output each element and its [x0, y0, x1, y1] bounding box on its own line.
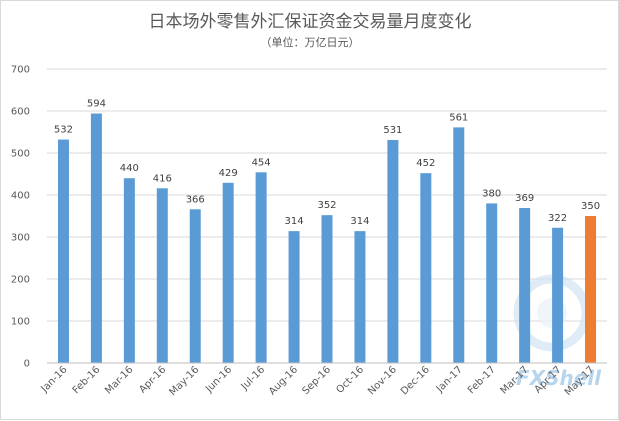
bar	[486, 203, 498, 363]
bar	[387, 139, 399, 363]
bar	[123, 178, 135, 363]
x-tick-label: Dec-16	[399, 364, 432, 397]
bars	[57, 113, 597, 364]
x-tick-label: Sep-16	[300, 364, 333, 397]
bar	[222, 182, 234, 363]
x-tick-label: Oct-16	[335, 364, 367, 396]
chart-subtitle: （单位：万亿日元）	[261, 35, 360, 49]
data-label: 416	[153, 173, 172, 184]
y-tick-label: 0	[24, 359, 30, 370]
data-label: 454	[252, 157, 271, 168]
bar	[585, 216, 597, 363]
x-tick-label: Aug-16	[267, 364, 300, 397]
y-tick-label: 500	[11, 149, 30, 160]
bar	[519, 208, 531, 363]
data-label: 561	[449, 112, 468, 123]
data-label: 350	[581, 201, 600, 212]
data-label: 380	[482, 188, 501, 199]
data-label: 369	[515, 193, 534, 204]
bar	[255, 172, 267, 363]
bar	[420, 173, 432, 363]
y-tick-label: 400	[11, 191, 30, 202]
bar	[453, 127, 465, 363]
x-tick-label: Feb-16	[71, 364, 103, 396]
data-label: 532	[54, 125, 73, 136]
data-label: 531	[383, 125, 402, 136]
y-tick-label: 300	[11, 233, 30, 244]
chart-title: 日本场外零售外汇保证资金交易量月度变化	[149, 12, 472, 32]
y-tick-label: 700	[11, 65, 30, 76]
data-label: 366	[186, 194, 205, 205]
x-tick-label: Mar-16	[103, 364, 135, 396]
bar	[156, 188, 168, 363]
data-label: 314	[285, 216, 304, 227]
data-label: 314	[350, 216, 369, 227]
data-labels: 532 594 440 416 366 429 454 314 352 314 531 452 561 3…	[54, 99, 600, 228]
y-axis-ticks: 0 100 200 300 400 500 600 700	[11, 65, 30, 370]
y-tick-label: 600	[11, 107, 30, 118]
x-axis-ticks: Jan-16 Feb-16 Mar-16 Apr-16 May-16 Jun-16 Jul-…	[39, 364, 597, 398]
y-tick-label: 200	[11, 275, 30, 286]
watermark-text: FXShell	[516, 366, 602, 390]
bar	[354, 231, 366, 363]
x-tick-label: Jun-16	[203, 364, 234, 395]
data-label: 452	[416, 158, 435, 169]
bar	[321, 215, 333, 363]
y-tick-label: 100	[11, 317, 30, 328]
x-tick-label: Jan-16	[39, 364, 70, 395]
x-tick-label: Apr-16	[137, 364, 168, 395]
x-tick-label: Feb-17	[466, 364, 498, 396]
x-tick-label: May-16	[168, 364, 202, 398]
data-label: 352	[317, 200, 336, 211]
data-label: 429	[219, 168, 238, 179]
data-label: 322	[548, 213, 567, 224]
data-label: 594	[87, 99, 106, 110]
bar	[552, 227, 564, 363]
x-tick-label: Nov-16	[366, 364, 399, 397]
bar	[57, 139, 69, 363]
bar	[189, 209, 201, 363]
bar	[90, 113, 102, 364]
x-tick-label: Jul-16	[239, 364, 268, 393]
bar	[288, 231, 300, 363]
data-label: 440	[120, 163, 139, 174]
x-tick-label: Jan-17	[434, 364, 465, 395]
